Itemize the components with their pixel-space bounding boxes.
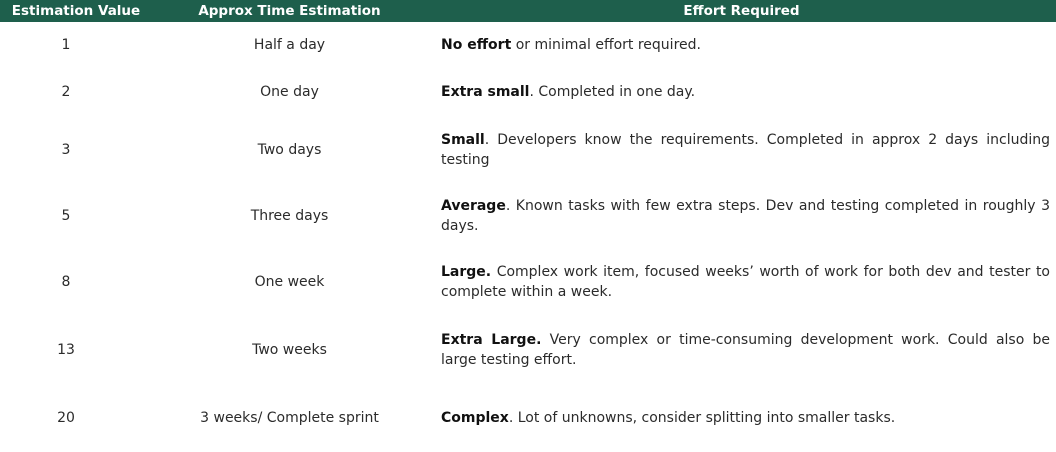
table-row: 5 Three days Average. Known tasks with f… bbox=[0, 185, 1056, 247]
effort-description: . Completed in one day. bbox=[529, 83, 696, 100]
table-row: 3 Two days Small. Developers know the re… bbox=[0, 115, 1056, 185]
effort-level-label: Extra Large. bbox=[441, 331, 542, 348]
time-estimation-cell: 3 weeks/ Complete sprint bbox=[200, 409, 379, 426]
header-approx-time: Approx Time Estimation bbox=[152, 0, 427, 22]
header-estimation-value: Estimation Value bbox=[0, 0, 152, 22]
time-estimation-cell: Half a day bbox=[253, 37, 326, 53]
effort-description: Complex work item, focused weeks’ worth … bbox=[441, 263, 1050, 300]
effort-level-label: No effort bbox=[441, 37, 512, 53]
effort-level-label: Small bbox=[441, 132, 485, 148]
effort-cell: Average. Known tasks with few extra step… bbox=[427, 185, 1056, 247]
effort-cell: No effort or minimal effort required. bbox=[427, 22, 1056, 68]
effort-cell: Extra Large. Very complex or time-consum… bbox=[427, 316, 1056, 383]
table-row: 2 One day Extra small. Completed in one … bbox=[0, 68, 1056, 115]
table-row: 8 One week Large. Complex work item, foc… bbox=[0, 247, 1056, 316]
effort-description: Very complex or time-consuming developme… bbox=[441, 331, 1051, 368]
effort-description: or minimal effort required. bbox=[511, 37, 701, 53]
estimation-value-cell: 3 bbox=[61, 142, 71, 158]
estimation-value-cell: 13 bbox=[57, 341, 75, 358]
effort-description: . Developers know the requirements. Comp… bbox=[441, 132, 1050, 168]
time-estimation-cell: Two weeks bbox=[252, 341, 327, 358]
time-estimation-cell: Two days bbox=[257, 142, 322, 158]
effort-level-label: Complex bbox=[441, 409, 509, 426]
table-row: 1 Half a day No effort or minimal effort… bbox=[0, 22, 1056, 68]
estimation-value-cell: 8 bbox=[61, 273, 71, 290]
table-row: 13 Two weeks Extra Large. Very complex o… bbox=[0, 316, 1056, 383]
effort-level-label: Large. bbox=[441, 263, 492, 280]
time-estimation-cell: Three days bbox=[250, 208, 329, 224]
time-estimation-cell: One day bbox=[260, 83, 319, 100]
time-estimation-cell: One week bbox=[254, 273, 325, 290]
effort-cell: Complex. Lot of unknowns, consider split… bbox=[427, 383, 1056, 452]
estimation-value-cell: 1 bbox=[61, 37, 71, 53]
effort-cell: Extra small. Completed in one day. bbox=[427, 68, 1056, 115]
header-effort-required: Effort Required bbox=[427, 0, 1056, 22]
effort-description: . Lot of unknowns, consider splitting in… bbox=[508, 409, 896, 426]
table-row: 20 3 weeks/ Complete sprint Complex. Lot… bbox=[0, 383, 1056, 452]
estimation-value-cell: 20 bbox=[57, 409, 75, 426]
effort-cell: Large. Complex work item, focused weeks’… bbox=[427, 247, 1056, 316]
effort-description: . Known tasks with few extra steps. Dev … bbox=[441, 198, 1050, 234]
effort-cell: Small. Developers know the requirements.… bbox=[427, 115, 1056, 185]
effort-level-label: Extra small bbox=[441, 83, 530, 100]
estimation-value-cell: 5 bbox=[61, 208, 71, 224]
estimation-value-cell: 2 bbox=[61, 83, 71, 100]
header-row: Estimation Value Approx Time Estimation … bbox=[0, 0, 1056, 22]
effort-level-label: Average bbox=[441, 198, 506, 214]
